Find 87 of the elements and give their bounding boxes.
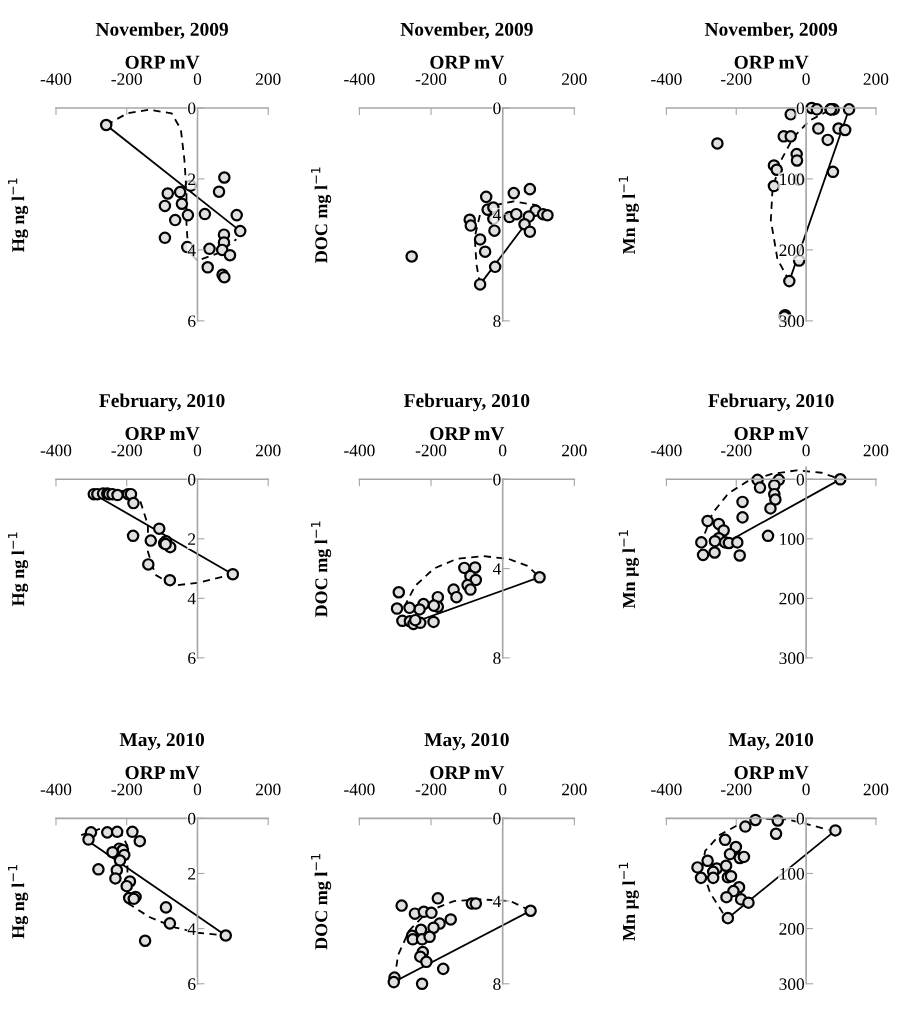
x-axis-title: ORP mV [734, 766, 809, 780]
y-tick-label: 0 [188, 102, 196, 115]
x-axis-title: ORP mV [430, 55, 505, 69]
y-tick-label: 6 [188, 652, 196, 665]
x-tick-label: -200 [415, 444, 447, 457]
x-axis-title: ORP mV [125, 55, 200, 69]
x-tick-label: 200 [863, 73, 889, 85]
x-axis-title: ORP mV [125, 427, 200, 441]
y-tick-label: 2 [188, 867, 196, 880]
x-tick-label: -200 [720, 444, 752, 457]
y-tick-label: 0 [493, 473, 501, 486]
y-tick-label: 8 [493, 652, 501, 665]
x-tick-label: 200 [562, 73, 587, 85]
y-tick-label: 8 [493, 315, 501, 328]
y-tick-label: 0 [493, 812, 501, 825]
x-tick-label: -400 [344, 783, 375, 796]
y-axis-title: DOC mg l$^{−1}$ [311, 854, 332, 950]
y-tick-label: 300 [779, 652, 805, 665]
y-tick-label: 0 [493, 102, 501, 115]
y-tick-label: 0 [188, 812, 196, 825]
x-tick-label: -400 [40, 73, 72, 85]
y-axis-title: Mn µg l$^{−1}$ [618, 530, 639, 609]
y-tick-label: 8 [493, 978, 501, 990]
x-tick-label: 200 [255, 444, 281, 457]
x-tick-label: -400 [344, 73, 375, 85]
y-tick-label: 6 [188, 315, 196, 328]
y-tick-label: 4 [187, 592, 196, 605]
y-tick-label: 200 [779, 592, 805, 605]
x-axis-title: ORP mV [734, 427, 809, 441]
chart-title: February, 2010 [403, 393, 530, 412]
y-axis-title: Hg ng l$^{−1}$ [8, 865, 29, 939]
chart-title: November, 2009 [704, 22, 838, 39]
chart-title: November, 2009 [95, 22, 228, 39]
x-tick-label: -200 [415, 783, 447, 796]
y-tick-label: 0 [796, 473, 805, 486]
y-tick-label: 100 [780, 867, 805, 880]
x-tick-label: -400 [651, 444, 682, 457]
x-tick-label: -200 [415, 73, 447, 85]
x-tick-label: -200 [111, 783, 142, 796]
chart-title: February, 2010 [99, 393, 225, 412]
x-tick-label: -400 [40, 783, 72, 796]
x-tick-label: 200 [255, 783, 281, 796]
y-tick-label: 0 [796, 812, 805, 825]
x-tick-label: -200 [720, 783, 752, 796]
chart-title: May, 2010 [728, 733, 814, 751]
chart-title: May, 2010 [119, 733, 205, 751]
y-tick-label: 2 [188, 173, 196, 185]
x-tick-label: 200 [863, 783, 889, 796]
x-tick-label: 200 [255, 73, 281, 85]
y-axis-title: Hg ng l$^{−1}$ [8, 178, 29, 252]
y-tick-label: 0 [188, 473, 196, 486]
x-tick-label: -200 [111, 444, 142, 457]
x-axis-title: ORP mV [430, 766, 505, 780]
y-tick-label: 4 [492, 563, 502, 575]
y-tick-label: 4 [187, 923, 196, 935]
x-tick-label: 200 [562, 783, 587, 796]
y-tick-label: 4 [187, 244, 196, 256]
x-tick-label: -400 [40, 444, 72, 457]
chart-title: May, 2010 [424, 733, 509, 751]
y-tick-label: 6 [188, 978, 196, 990]
x-tick-label: 200 [863, 444, 889, 457]
chart-title: November, 2009 [400, 22, 533, 39]
y-axis-title: Mn µg l$^{−1}$ [618, 176, 639, 255]
y-tick-label: 0 [796, 102, 805, 115]
y-tick-label: 100 [780, 533, 805, 545]
x-tick-label: -400 [651, 73, 682, 85]
x-tick-label: -400 [344, 444, 375, 457]
y-axis-title: Mn µg l$^{−1}$ [618, 862, 639, 941]
x-axis-title: ORP mV [430, 427, 505, 441]
y-axis-title: Hg ng l$^{−1}$ [8, 532, 29, 607]
y-tick-label: 4 [492, 209, 502, 221]
y-tick-label: 2 [188, 533, 196, 545]
y-tick-label: 100 [780, 173, 805, 186]
y-tick-label: 300 [779, 315, 805, 328]
y-tick-label: 200 [779, 923, 805, 935]
x-axis-title: ORP mV [734, 55, 809, 69]
x-tick-label: -400 [651, 783, 682, 796]
x-tick-label: 200 [562, 444, 587, 457]
y-axis-title: DOC mg l$^{−1}$ [311, 521, 332, 618]
y-tick-label: 200 [779, 244, 805, 257]
x-tick-label: -200 [720, 73, 752, 85]
x-tick-label: -200 [111, 73, 142, 85]
y-tick-label: 4 [492, 895, 502, 908]
y-tick-label: 300 [779, 978, 805, 990]
x-axis-title: ORP mV [125, 766, 200, 780]
chart-title: February, 2010 [708, 393, 834, 412]
y-axis-title: DOC mg l$^{−1}$ [311, 167, 332, 263]
